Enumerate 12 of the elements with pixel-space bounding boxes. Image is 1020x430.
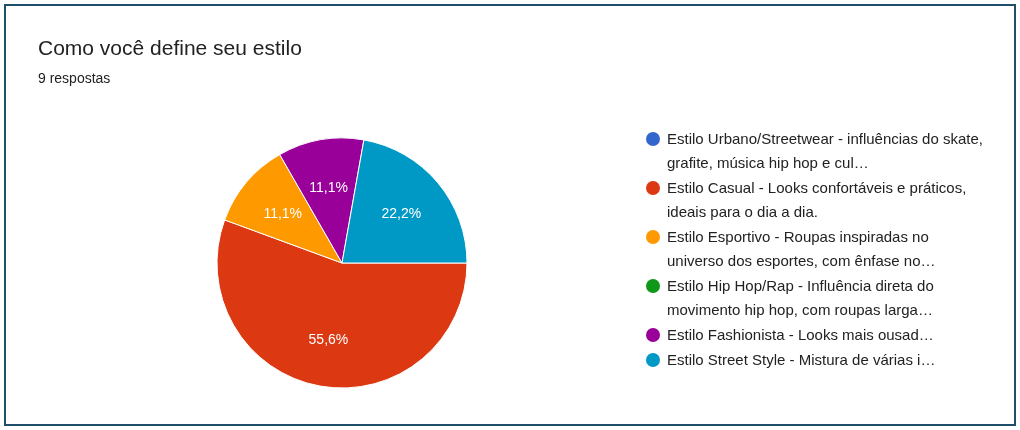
data-label: 22,2%: [381, 205, 422, 222]
text: 9 respostas: [38, 70, 111, 86]
data-label: 11,1%: [309, 178, 349, 195]
legend-label: Estilo Street Style - Mistura de várias i…: [667, 350, 937, 370]
chart-title: Como você define seu estilo: [38, 36, 302, 60]
legend-label: Estilo Casual - Looks confortáveis e práticos, ideais para o dia a dia.: [667, 178, 968, 222]
legend-label: Estilo Urbano/Streetwear - influências do skate, grafite, música hip hop e cul…: [667, 129, 984, 173]
legend-label: Estilo Esportivo - Roupas inspiradas no universo dos esportes, com ênfase no…: [667, 227, 937, 271]
legend-label: Estilo Fashionista - Looks mais ousad…: [667, 325, 935, 345]
data-label: 11,1%: [263, 205, 303, 222]
data-label: 55,6%: [308, 331, 349, 348]
legend-label: Estilo Hip Hop/Rap - Influência direta do movimento hip hop, com roupas larga…: [667, 276, 935, 320]
